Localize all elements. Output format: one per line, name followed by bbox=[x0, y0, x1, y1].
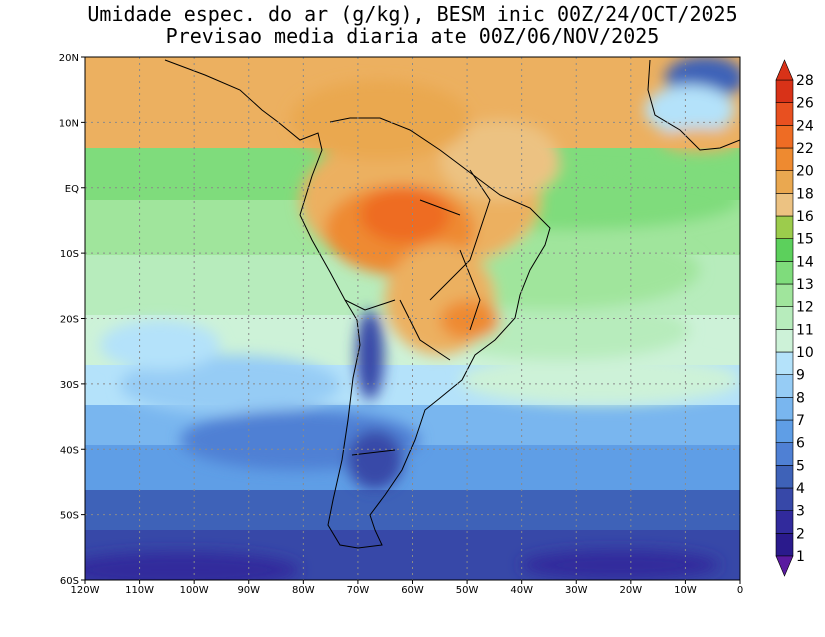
colorbar-label: 10 bbox=[796, 345, 814, 361]
latitude-axis: 20N 10N EQ 10S 20S 30S 40S 50S 60S bbox=[59, 53, 85, 587]
lon-tick-label: 0 bbox=[737, 585, 743, 596]
lat-tick-label: 50S bbox=[60, 511, 79, 522]
colorbar-label: 5 bbox=[796, 458, 805, 474]
colorbar-swatch bbox=[775, 147, 794, 171]
lat-tick-label: 30S bbox=[60, 380, 79, 391]
colorbar-swatch bbox=[775, 261, 794, 285]
lat-tick-label: 60S bbox=[60, 576, 79, 587]
colorbar-swatch bbox=[775, 487, 794, 511]
map-title-line2: Previsao media diaria ate 00Z/06/NOV/202… bbox=[165, 24, 660, 48]
colorbar-swatch bbox=[775, 374, 794, 398]
colorbar-swatch bbox=[775, 79, 794, 103]
humidity-field bbox=[85, 57, 740, 580]
colorbar-swatch bbox=[775, 510, 794, 534]
lon-tick-label: 40W bbox=[510, 585, 533, 596]
lat-tick-label: 40S bbox=[60, 445, 79, 456]
colorbar-swatch bbox=[775, 215, 794, 239]
colorbar-label: 14 bbox=[796, 254, 814, 270]
lon-tick-label: 100W bbox=[180, 585, 209, 596]
colorbar-swatch bbox=[775, 533, 794, 557]
colorbar-label: 12 bbox=[796, 300, 814, 316]
colorbar-label: 3 bbox=[796, 504, 805, 520]
lon-tick-label: 70W bbox=[347, 585, 370, 596]
colorbar-swatch bbox=[775, 193, 794, 217]
colorbar-label: 26 bbox=[796, 96, 814, 112]
colorbar-min-arrow bbox=[775, 555, 794, 577]
colorbar-label: 1 bbox=[796, 549, 805, 565]
colorbar-swatch bbox=[775, 238, 794, 262]
colorbar-swatch bbox=[775, 125, 794, 149]
colorbar-swatch bbox=[775, 170, 794, 194]
colorbar-swatch bbox=[775, 102, 794, 126]
colorbar-label: 28 bbox=[796, 73, 814, 89]
coastline bbox=[164, 59, 740, 549]
colorbar-swatch bbox=[775, 283, 794, 307]
colorbar-swatch bbox=[775, 306, 794, 330]
lat-tick-label: 20S bbox=[60, 315, 79, 326]
colorbar-swatch bbox=[775, 397, 794, 421]
colorbar-swatch bbox=[775, 419, 794, 443]
lon-tick-label: 50W bbox=[456, 585, 479, 596]
lon-tick-label: 20W bbox=[620, 585, 643, 596]
colorbar-label: 18 bbox=[796, 186, 814, 202]
colorbar-label: 6 bbox=[796, 436, 805, 452]
colorbar-label: 11 bbox=[796, 322, 814, 338]
colorbar-label: 2 bbox=[796, 526, 805, 542]
longitude-axis: 120W 110W 100W 90W 80W 70W 60W 50W 40W 30W 20W 10W 0 bbox=[71, 580, 743, 596]
colorbar-swatch bbox=[775, 442, 794, 466]
lat-tick-label: 20N bbox=[59, 53, 79, 64]
lon-tick-label: 120W bbox=[71, 585, 100, 596]
colorbar-label: 20 bbox=[796, 164, 814, 180]
lon-tick-label: 60W bbox=[401, 585, 424, 596]
colorbar-label: 9 bbox=[796, 368, 805, 384]
colorbar-label: 4 bbox=[796, 481, 805, 497]
lon-tick-label: 30W bbox=[565, 585, 588, 596]
colorbar-label: 16 bbox=[796, 209, 814, 225]
colorbar-label: 13 bbox=[796, 277, 814, 293]
graticule bbox=[85, 57, 740, 580]
colorbar-label: 8 bbox=[796, 390, 805, 406]
colorbar-label: 15 bbox=[796, 232, 814, 248]
lon-tick-label: 110W bbox=[125, 585, 154, 596]
colorbar-swatch bbox=[775, 351, 794, 375]
lon-tick-label: 90W bbox=[237, 585, 260, 596]
colorbar-label: 7 bbox=[796, 413, 805, 429]
lon-tick-label: 10W bbox=[674, 585, 697, 596]
lat-tick-label: 10S bbox=[60, 249, 79, 260]
colorbar-swatch bbox=[775, 329, 794, 353]
lon-tick-label: 80W bbox=[292, 585, 315, 596]
map-title-line1: Umidade espec. do ar (g/kg), BESM inic 0… bbox=[87, 2, 738, 26]
lat-tick-label: 10N bbox=[59, 118, 79, 129]
lat-tick-label: EQ bbox=[65, 184, 79, 195]
colorbar-label: 24 bbox=[796, 118, 814, 134]
colorbar-swatch bbox=[775, 465, 794, 489]
colorbar-max-arrow bbox=[775, 59, 794, 81]
colorbar-label: 22 bbox=[796, 141, 814, 157]
